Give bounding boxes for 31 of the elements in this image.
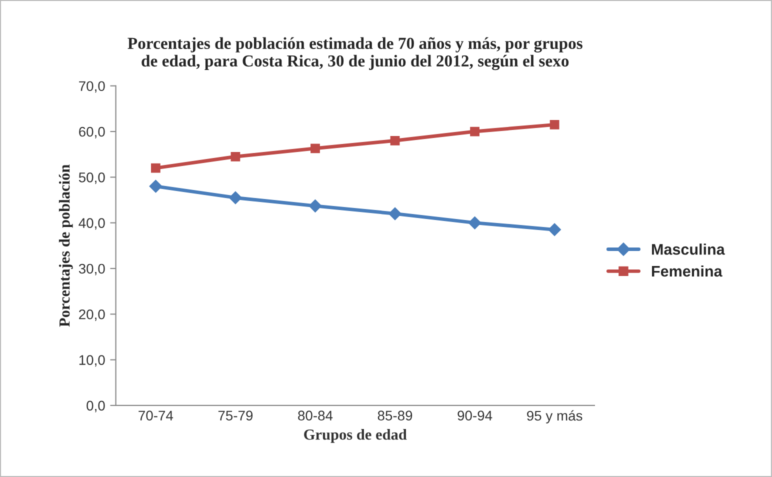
point: [151, 163, 160, 173]
legend-label: Masculina: [652, 244, 725, 255]
y-tick-label: 20,0: [79, 309, 105, 321]
y-axis-title: Porcentajes de población: [58, 164, 73, 327]
x-tick-label: 70-74: [138, 410, 174, 421]
x-tick-label: 85-89: [378, 410, 412, 421]
point: [310, 144, 320, 154]
point: [470, 126, 480, 136]
point: [548, 223, 561, 236]
chart-title: Porcentajes de población estimada de 70 años y más, por grupos de edad, para Costa Rica, 30 de junio del 2012, según el sexo: [128, 37, 582, 70]
point: [388, 207, 402, 220]
point: [229, 191, 242, 204]
x-tick-label: 75-79: [218, 410, 253, 421]
y-tick-label: 60,0: [79, 126, 105, 138]
point: [390, 136, 400, 146]
y-tick-label: 70,0: [79, 81, 105, 93]
x-tick-label: 90-94: [458, 410, 492, 421]
y-tick-label: 50,0: [78, 172, 105, 184]
point: [149, 180, 162, 193]
x-tick-label: 80-84: [298, 410, 333, 421]
point: [230, 152, 240, 162]
x-tick-label: 95 y más: [527, 410, 582, 424]
y-tick-label: 30,0: [78, 264, 105, 276]
point: [308, 200, 322, 212]
x-axis-title: Grupos de edad: [304, 428, 407, 443]
y-tick-label: 40,0: [78, 218, 105, 230]
y-tick-label: 0,0: [86, 400, 105, 412]
legend-label: Femenina: [652, 265, 722, 277]
point: [550, 120, 560, 130]
point: [468, 216, 482, 230]
y-tick-label: 10,0: [79, 355, 105, 367]
